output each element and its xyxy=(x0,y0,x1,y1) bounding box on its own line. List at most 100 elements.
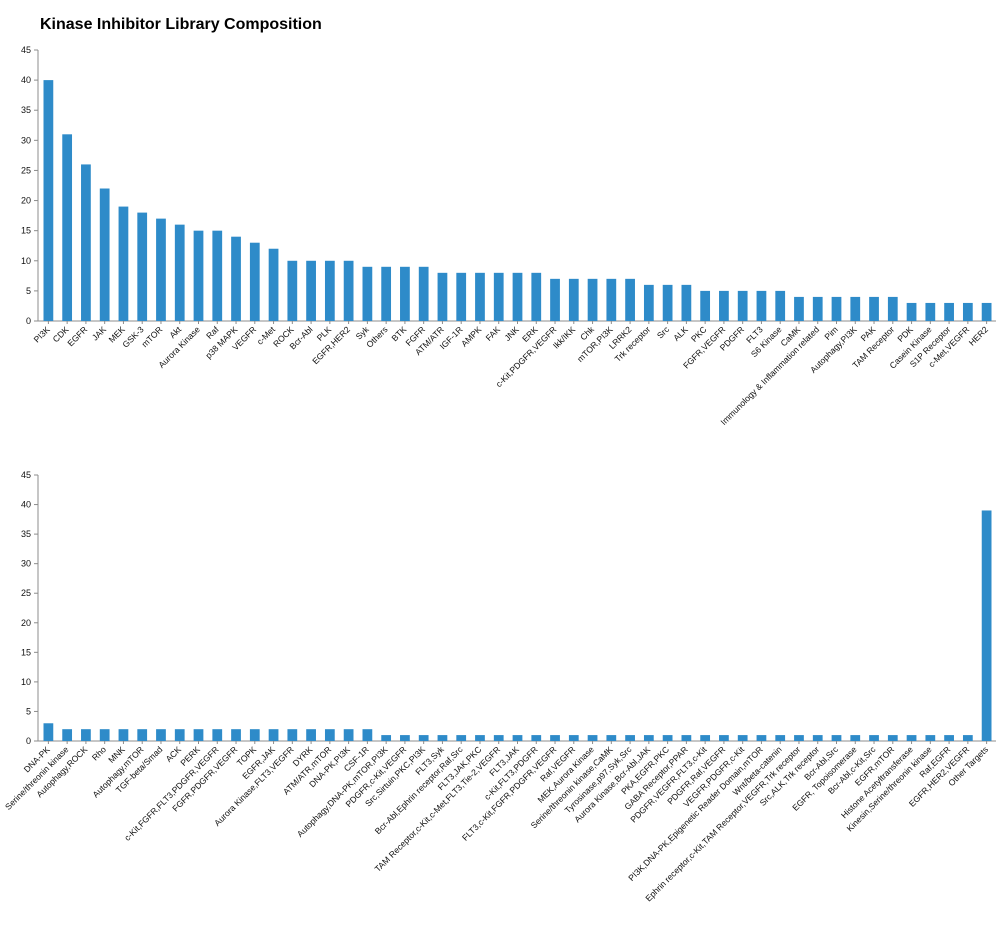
bar xyxy=(512,735,523,741)
bar xyxy=(174,224,185,321)
bar xyxy=(156,729,166,741)
y-tick-label: 15 xyxy=(21,226,31,236)
bar xyxy=(700,735,711,741)
category-label: Rho xyxy=(90,744,108,762)
bar xyxy=(137,212,148,321)
bar xyxy=(981,302,992,321)
bar xyxy=(306,260,316,321)
bar xyxy=(906,735,917,741)
y-tick-label: 5 xyxy=(26,706,31,716)
bar xyxy=(287,729,298,741)
bar xyxy=(568,735,579,741)
bar xyxy=(550,735,560,741)
bar xyxy=(418,266,429,321)
bar xyxy=(700,290,711,321)
y-tick-label: 30 xyxy=(21,135,31,145)
bar xyxy=(587,278,598,321)
bar xyxy=(531,272,542,321)
bar xyxy=(944,302,954,321)
y-tick-label: 5 xyxy=(26,286,31,296)
category-label: HER2 xyxy=(967,324,990,347)
bar xyxy=(118,206,129,321)
bar xyxy=(43,723,54,741)
bar xyxy=(531,735,542,741)
category-label: FAK xyxy=(484,324,503,343)
bar xyxy=(662,735,673,741)
bar xyxy=(362,266,373,321)
bar xyxy=(550,278,560,321)
bar xyxy=(324,260,335,321)
y-tick-label: 45 xyxy=(21,45,31,55)
bar xyxy=(475,272,485,321)
bar xyxy=(962,735,973,741)
bar xyxy=(212,729,223,741)
bar xyxy=(737,290,748,321)
bar xyxy=(775,290,786,321)
bar xyxy=(812,296,823,321)
bar xyxy=(568,278,579,321)
bar xyxy=(362,729,373,741)
bar xyxy=(437,272,448,321)
bar xyxy=(99,188,110,321)
bar xyxy=(156,218,166,321)
bar xyxy=(831,296,842,321)
category-label: mTOR xyxy=(140,324,165,349)
category-label: Others xyxy=(364,324,389,349)
bar xyxy=(643,284,654,321)
bar xyxy=(456,272,467,321)
bar xyxy=(343,729,354,741)
y-tick-label: 20 xyxy=(21,618,31,628)
bar xyxy=(737,735,748,741)
bar xyxy=(268,729,279,741)
bar xyxy=(437,735,448,741)
bar xyxy=(118,729,129,741)
y-tick-label: 10 xyxy=(21,256,31,266)
category-label: JNK xyxy=(502,324,521,343)
bar xyxy=(906,302,917,321)
bar xyxy=(869,735,879,741)
y-tick-label: 35 xyxy=(21,105,31,115)
y-tick-label: 10 xyxy=(21,677,31,687)
category-label: ALK xyxy=(671,324,690,343)
bar xyxy=(381,735,392,741)
bar xyxy=(812,735,823,741)
bar xyxy=(193,729,204,741)
bar xyxy=(212,230,223,321)
bar xyxy=(794,735,804,741)
y-tick-label: 20 xyxy=(21,196,31,206)
bar xyxy=(831,735,842,741)
bar xyxy=(719,735,729,741)
bar xyxy=(287,260,298,321)
bar xyxy=(418,735,429,741)
bar xyxy=(794,296,804,321)
category-label: PI3K xyxy=(32,324,52,344)
bar xyxy=(850,296,861,321)
bar xyxy=(925,302,936,321)
bar xyxy=(606,735,617,741)
y-tick-label: 0 xyxy=(26,736,31,746)
y-tick-label: 25 xyxy=(21,165,31,175)
bar xyxy=(306,729,316,741)
bar xyxy=(887,296,898,321)
category-label: Src xyxy=(655,324,672,341)
bar xyxy=(174,729,185,741)
chart-bottom: 051015202530354045DNA-PKSerine/threonin … xyxy=(3,470,996,903)
category-label: AMPK xyxy=(459,324,483,348)
bar xyxy=(475,735,485,741)
bar xyxy=(869,296,879,321)
y-tick-label: 25 xyxy=(21,588,31,598)
bar xyxy=(43,80,54,321)
bar xyxy=(268,248,279,321)
y-tick-label: 45 xyxy=(21,470,31,480)
bar xyxy=(756,735,767,741)
bar xyxy=(231,729,241,741)
y-tick-label: 40 xyxy=(21,75,31,85)
bar xyxy=(249,729,260,741)
bar xyxy=(887,735,898,741)
bar xyxy=(99,729,110,741)
y-tick-label: 15 xyxy=(21,647,31,657)
category-label: EGFR xyxy=(65,324,89,348)
bar xyxy=(400,266,410,321)
y-tick-label: 35 xyxy=(21,529,31,539)
